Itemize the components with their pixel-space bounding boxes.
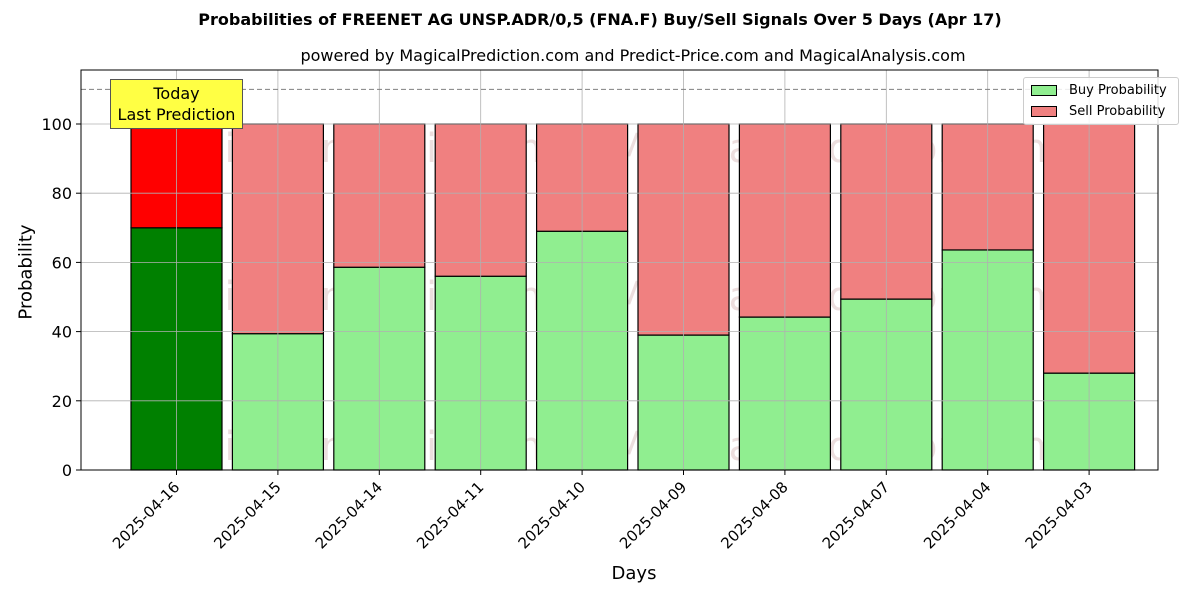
x-tick-label: 2025-04-14 bbox=[312, 478, 386, 552]
y-tick-label: 20 bbox=[52, 392, 72, 411]
y-axis-label: Probability bbox=[15, 224, 37, 320]
x-tick-label: 2025-04-15 bbox=[210, 478, 284, 552]
legend-label-buy: Buy Probability bbox=[1069, 82, 1167, 98]
x-tick-label: 2025-04-08 bbox=[717, 478, 791, 552]
legend-label-sell: Sell Probability bbox=[1069, 103, 1166, 119]
y-tick-label: 0 bbox=[62, 461, 72, 480]
x-tick-label: 2025-04-09 bbox=[616, 478, 690, 552]
axes-frame bbox=[80, 69, 1159, 471]
x-tick-label: 2025-04-07 bbox=[819, 478, 893, 552]
legend: Buy Probability Sell Probability bbox=[1023, 77, 1179, 125]
y-tick-label: 100 bbox=[41, 115, 72, 134]
sell-swatch-icon bbox=[1031, 105, 1057, 117]
y-tick-label: 80 bbox=[52, 184, 72, 203]
x-axis-label: Days bbox=[611, 563, 657, 584]
chart-title: Probabilities of FREENET AG UNSP.ADR/0,5… bbox=[198, 10, 1002, 29]
today-annotation: Today Last Prediction bbox=[110, 79, 243, 129]
y-tick-label: 40 bbox=[52, 323, 72, 342]
buy-swatch-icon bbox=[1031, 84, 1057, 96]
annotation-line-2: Last Prediction bbox=[117, 105, 236, 124]
annotation-line-1: Today bbox=[153, 84, 200, 103]
legend-item-sell: Sell Probability bbox=[1031, 102, 1165, 120]
x-tick-label: 2025-04-16 bbox=[109, 478, 183, 552]
x-tick-label: 2025-04-10 bbox=[515, 478, 589, 552]
legend-item-buy: Buy Probability bbox=[1031, 81, 1167, 99]
y-tick-label: 60 bbox=[52, 253, 72, 272]
x-tick-label: 2025-04-11 bbox=[413, 478, 487, 552]
chart-subtitle: powered by MagicalPrediction.com and Pre… bbox=[300, 46, 966, 65]
x-tick-label: 2025-04-04 bbox=[920, 478, 994, 552]
x-tick-label: 2025-04-03 bbox=[1022, 478, 1096, 552]
